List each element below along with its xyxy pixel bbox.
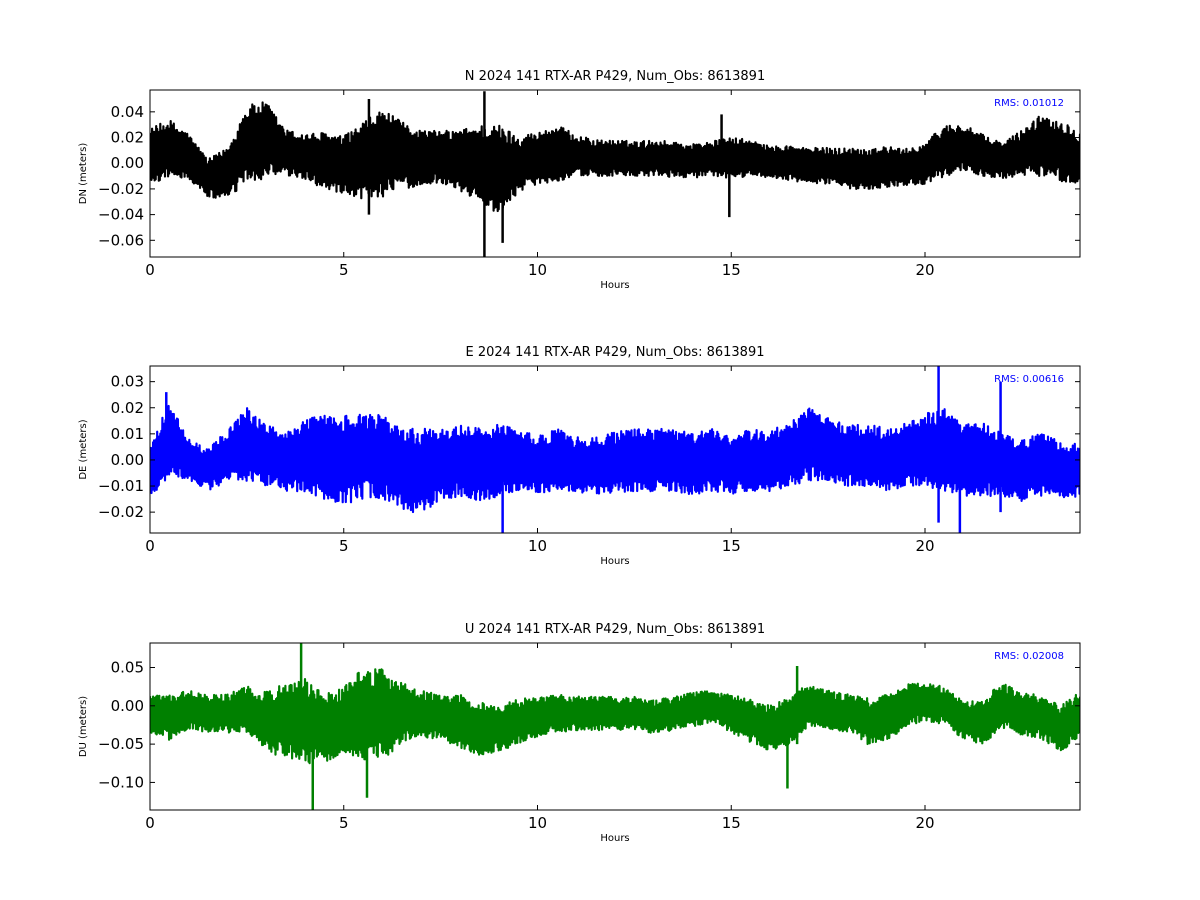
y-tick-label: 0.01 xyxy=(111,425,144,443)
data-line xyxy=(150,668,1080,765)
data-series xyxy=(150,643,1080,810)
axes-frame xyxy=(149,365,1081,534)
y-tick-label: −0.06 xyxy=(98,231,144,249)
x-tick-label: 10 xyxy=(528,261,547,279)
x-tick-label: 10 xyxy=(528,814,547,832)
subplot-title: E 2024 141 RTX-AR P429, Num_Obs: 8613891 xyxy=(466,345,765,360)
y-tick-label: 0.00 xyxy=(111,154,144,172)
y-tick-label: 0.00 xyxy=(111,697,144,715)
x-tick-label: 15 xyxy=(722,261,741,279)
y-tick-label: −0.01 xyxy=(98,477,144,495)
y-tick-label: −0.02 xyxy=(98,503,144,521)
x-axis-label: Hours xyxy=(600,556,629,567)
x-tick-label: 0 xyxy=(145,814,155,832)
y-tick-label: −0.10 xyxy=(98,773,144,791)
axes-frame xyxy=(149,89,1081,258)
y-axis-label: DE (meters) xyxy=(78,419,89,479)
y-axis-label: DU (meters) xyxy=(78,696,89,757)
y-tick-label: 0.02 xyxy=(111,129,144,147)
rms-annotation: RMS: 0.01012 xyxy=(994,98,1064,109)
x-tick-label: 5 xyxy=(339,814,349,832)
x-tick-label: 0 xyxy=(145,537,155,555)
rms-annotation: RMS: 0.00616 xyxy=(994,374,1064,385)
data-line xyxy=(150,101,1080,213)
y-tick-label: 0.05 xyxy=(111,659,144,677)
y-tick-label: 0.04 xyxy=(111,103,144,121)
subplot-title: U 2024 141 RTX-AR P429, Num_Obs: 8613891 xyxy=(465,622,765,637)
rms-annotation: RMS: 0.02008 xyxy=(994,651,1064,662)
x-tick-label: 20 xyxy=(915,537,934,555)
subplot-east: 0 5 10 15 20 −0.02 −0.01 0.00 0.01 0.02 0.03 E 2024… xyxy=(78,345,1081,567)
x-tick-label: 15 xyxy=(722,537,741,555)
y-tick-label: −0.04 xyxy=(98,206,144,224)
x-tick-label: 20 xyxy=(915,261,934,279)
y-tick-label: 0.00 xyxy=(111,451,144,469)
subplot-title: N 2024 141 RTX-AR P429, Num_Obs: 8613891 xyxy=(465,69,765,84)
x-axis-label: Hours xyxy=(600,280,629,291)
x-tick-label: 10 xyxy=(528,537,547,555)
y-tick-label: −0.05 xyxy=(98,735,144,753)
subplot-north: 0 5 10 15 20 −0.06 −0.04 −0.02 0.00 0.02 0.04 N 202… xyxy=(78,69,1081,291)
y-axis-label: DN (meters) xyxy=(78,143,89,205)
y-tick-label: 0.02 xyxy=(111,399,144,417)
data-series xyxy=(150,366,1080,533)
y-tick-label: 0.03 xyxy=(111,373,144,391)
x-tick-label: 15 xyxy=(722,814,741,832)
x-tick-label: 0 xyxy=(145,261,155,279)
y-tick-label: −0.02 xyxy=(98,180,144,198)
x-tick-label: 5 xyxy=(339,261,349,279)
data-series xyxy=(150,91,1080,257)
x-axis-label: Hours xyxy=(600,833,629,844)
data-line xyxy=(150,404,1080,514)
axes-frame xyxy=(149,642,1081,811)
x-tick-label: 20 xyxy=(915,814,934,832)
x-tick-label: 5 xyxy=(339,537,349,555)
subplot-up: 0 5 10 15 20 −0.10 −0.05 0.00 0.05 U 2024 141 RTX… xyxy=(78,622,1081,844)
